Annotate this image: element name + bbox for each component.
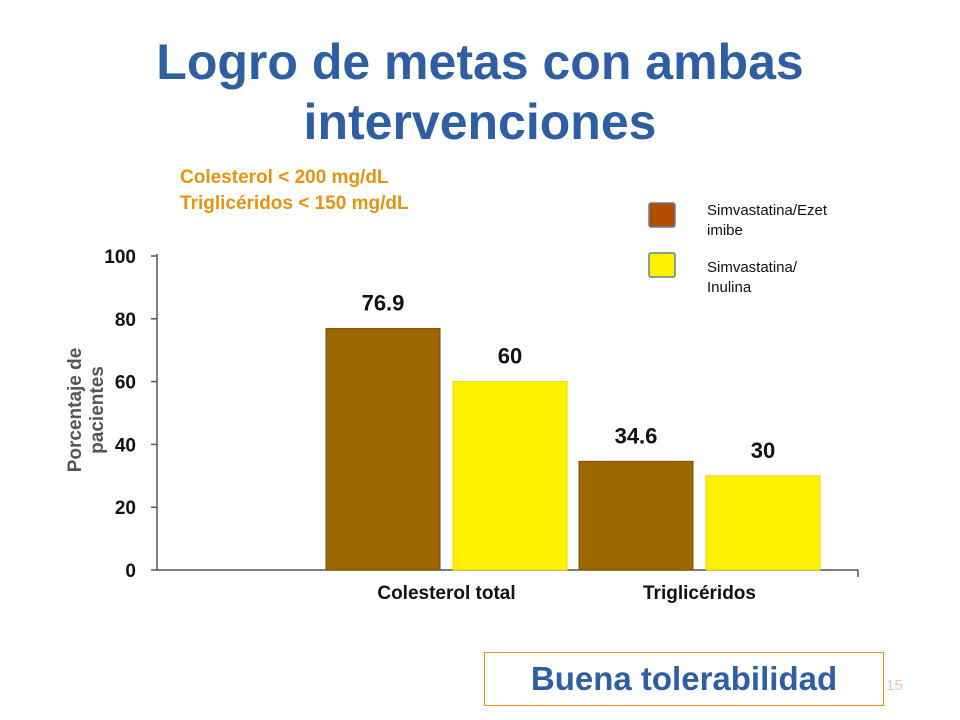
- bar-value-label: 30: [751, 438, 775, 463]
- slide-title: Logro de metas con ambas intervenciones: [0, 32, 960, 152]
- slide-title-line-1: Logro de metas con ambas: [156, 34, 804, 90]
- y-tick-label: 60: [115, 373, 136, 394]
- footer-tolerability-box: Buena tolerabilidad: [484, 652, 884, 706]
- footer-tolerability-text: Buena tolerabilidad: [530, 660, 838, 697]
- legend-label: imibe: [707, 222, 743, 239]
- slide-title-line-2: intervenciones: [303, 94, 657, 150]
- x-category-label: Triglicéridos: [643, 583, 756, 604]
- legend-label: Inulina: [707, 279, 752, 296]
- y-tick-label: 100: [104, 247, 136, 268]
- bar-value-label: 60: [498, 344, 522, 369]
- y-tick-label: 80: [115, 310, 136, 331]
- bar: [705, 475, 821, 571]
- x-category-label: Colesterol total: [377, 583, 515, 604]
- subtitle-triglycerides-goal: Triglicéridos < 150 mg/dL: [180, 193, 409, 214]
- y-tick-label: 0: [125, 561, 136, 582]
- subtitle-cholesterol-goal: Colesterol < 200 mg/dL: [180, 167, 389, 188]
- y-axis-title-line: pacientes: [87, 366, 108, 454]
- bar: [578, 460, 694, 571]
- y-axis-title: Porcentaje de pacientes: [65, 348, 108, 473]
- y-axis-title-line: Porcentaje de: [65, 348, 86, 473]
- y-tick-label: 40: [115, 435, 136, 456]
- legend-label: Simvastatina/Ezet: [707, 202, 828, 219]
- bar-value-label: 34.6: [615, 423, 658, 448]
- chart-subtitle: Colesterol < 200 mg/dL Triglicéridos < 1…: [180, 165, 409, 217]
- page-number: 15: [886, 677, 903, 694]
- bar: [325, 328, 441, 571]
- chart-legend: Simvastatina/Ezet imibe Simvastatina/Inuli…: [648, 202, 828, 296]
- legend-swatch: [648, 202, 676, 228]
- bar-value-label: 76.9: [362, 291, 405, 316]
- legend-label: Simvastatina/: [707, 259, 798, 276]
- legend-swatch: [648, 252, 676, 278]
- y-tick-label: 20: [115, 498, 136, 519]
- chart-bars: 76.9 34.6 60 30: [325, 291, 821, 571]
- bar: [452, 381, 568, 571]
